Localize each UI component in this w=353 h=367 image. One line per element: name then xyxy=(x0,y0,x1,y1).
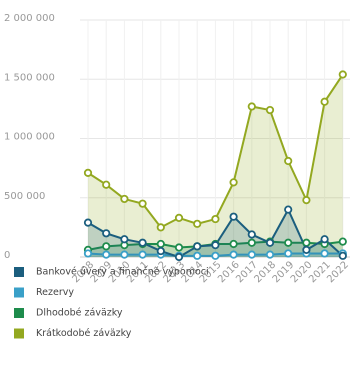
legend-label: Dlhodobé záväzky xyxy=(36,308,123,319)
point xyxy=(302,238,311,247)
point xyxy=(320,235,329,244)
point xyxy=(174,213,184,222)
point xyxy=(120,194,129,204)
point xyxy=(320,249,329,258)
point xyxy=(247,230,256,239)
point xyxy=(320,97,329,106)
point xyxy=(138,238,147,247)
point xyxy=(156,246,165,256)
point xyxy=(211,241,220,250)
point xyxy=(193,242,202,251)
y-tick-label: 2 000 000 xyxy=(4,13,55,24)
x-tick-label: 2022 xyxy=(325,259,351,285)
y-tick-label: 1 000 000 xyxy=(4,132,55,143)
point xyxy=(284,205,293,214)
y-tick-label: 1 500 000 xyxy=(4,72,55,83)
y-tick-label: 500 000 xyxy=(4,191,45,202)
legend-swatch xyxy=(14,267,24,277)
point xyxy=(229,178,238,187)
point xyxy=(174,252,184,262)
point xyxy=(247,102,256,111)
point xyxy=(138,250,147,259)
point xyxy=(338,70,347,79)
legend-label: Krátkodobé záväzky xyxy=(36,328,132,339)
point xyxy=(102,242,111,251)
point xyxy=(156,223,165,232)
point xyxy=(284,249,293,258)
point xyxy=(193,251,202,260)
series-area xyxy=(88,209,343,257)
point xyxy=(338,237,347,246)
point xyxy=(156,239,165,249)
point xyxy=(83,168,93,177)
legend-label: Rezervy xyxy=(36,287,74,298)
legend-label: Bankové úvery a finančné výpomoci xyxy=(36,267,209,278)
point xyxy=(284,238,293,247)
legend-swatch xyxy=(14,308,24,318)
point xyxy=(120,235,129,244)
series-area xyxy=(88,74,343,257)
legend-swatch xyxy=(14,287,24,298)
point xyxy=(265,238,275,247)
y-tick-label: 0 xyxy=(4,250,10,261)
point xyxy=(102,250,111,259)
point xyxy=(265,250,275,259)
point xyxy=(229,212,238,221)
point xyxy=(211,214,220,224)
point xyxy=(120,250,129,259)
point xyxy=(338,251,347,260)
point xyxy=(83,218,93,227)
point xyxy=(102,180,111,189)
legend: Bankové úvery a finančné výpomoci Rezervy… xyxy=(14,267,209,339)
point xyxy=(229,239,238,249)
point xyxy=(174,243,184,252)
point xyxy=(229,250,238,259)
point xyxy=(284,156,293,166)
point xyxy=(265,105,275,115)
point xyxy=(247,238,256,247)
point xyxy=(302,196,311,205)
point xyxy=(138,199,147,208)
point xyxy=(247,250,256,259)
legend-swatch xyxy=(14,328,24,339)
point xyxy=(302,245,311,254)
point xyxy=(193,219,202,228)
point xyxy=(211,251,220,260)
point xyxy=(102,229,111,238)
point xyxy=(83,249,93,258)
